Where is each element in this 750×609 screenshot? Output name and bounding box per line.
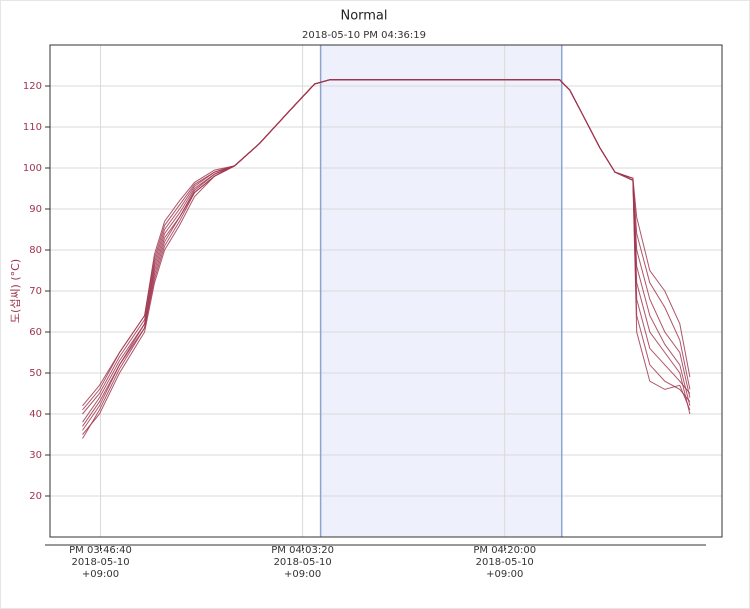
y-tick-label: 50: [29, 368, 42, 379]
plot-border: [49, 44, 723, 538]
y-tick-label: 70: [29, 286, 42, 297]
y-tick-label: 100: [23, 163, 42, 174]
y-axis-label: 도(섭씨) (°C): [9, 259, 22, 323]
x-tick-label: PM 04:20:00 2018-05-10 +09:00: [473, 545, 536, 580]
y-tick-label: 80: [29, 245, 42, 256]
x-tick-label: PM 04:03:20 2018-05-10 +09:00: [271, 545, 334, 580]
series-line: [82, 79, 691, 435]
y-tick-label: 90: [29, 204, 42, 215]
chart-subtitle: 2018-05-10 PM 04:36:19: [302, 30, 426, 41]
y-tick-label: 40: [29, 409, 42, 420]
y-tick-label: 60: [29, 327, 42, 338]
x-tick-label: PM 03:46:40 2018-05-10 +09:00: [69, 545, 132, 580]
y-tick-label: 110: [23, 122, 42, 133]
y-tick-label: 30: [29, 450, 42, 461]
chart-title: Normal: [340, 9, 387, 24]
y-tick-label: 120: [23, 81, 42, 92]
y-tick-label: 20: [29, 491, 42, 502]
